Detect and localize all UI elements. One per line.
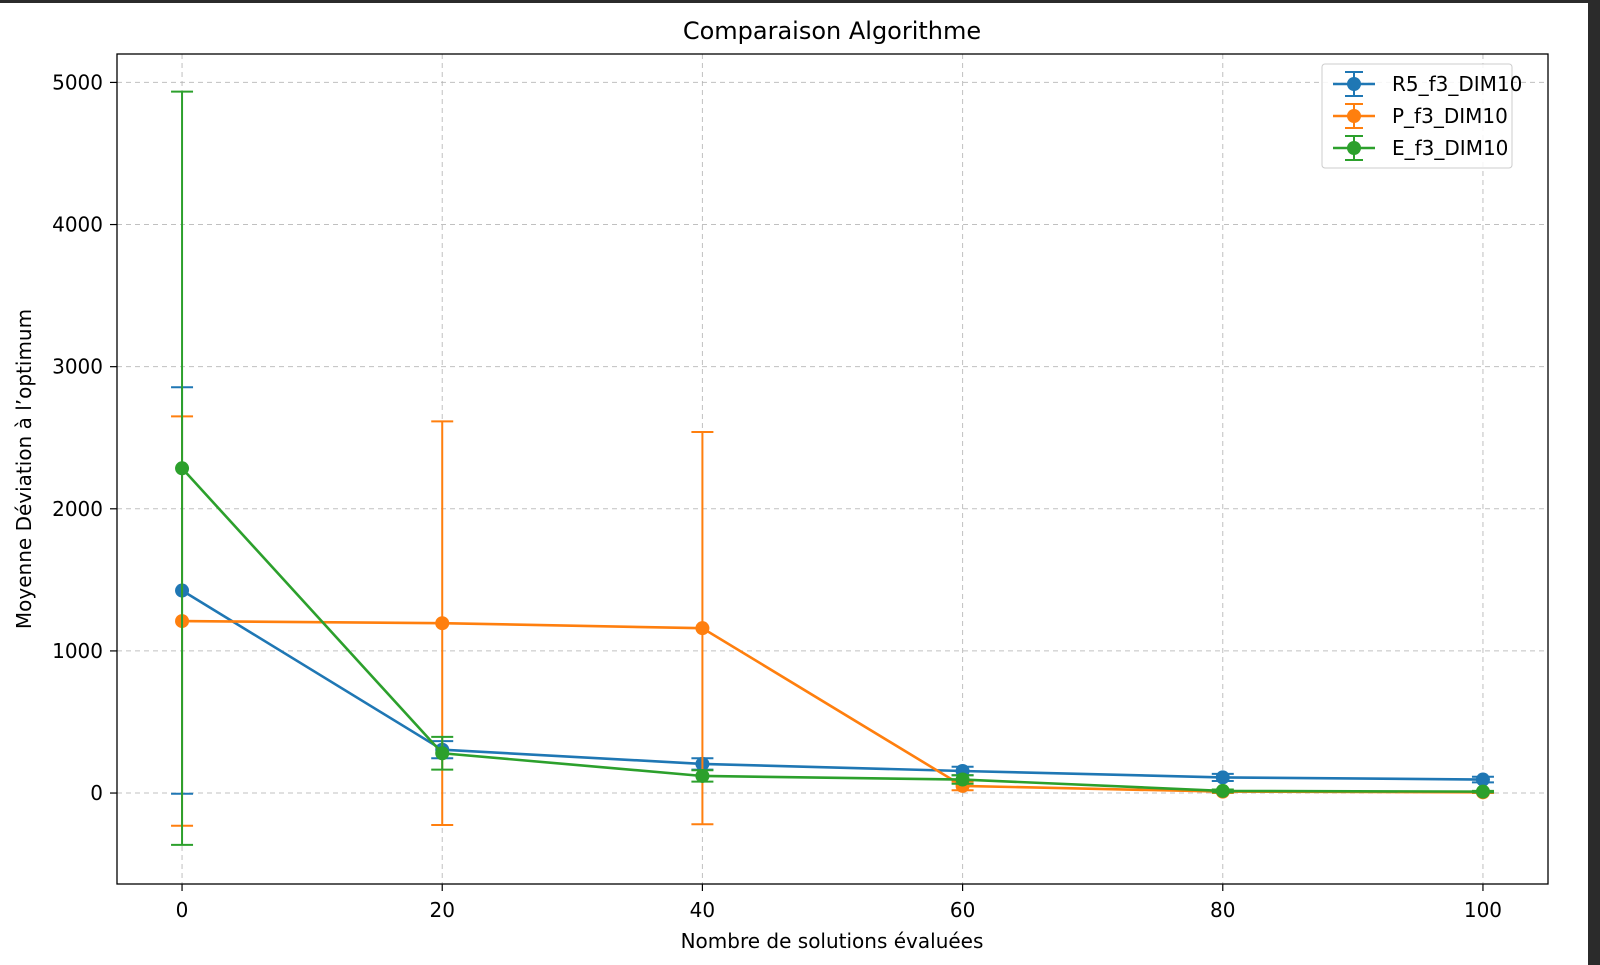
- legend-label: P_f3_DIM10: [1392, 104, 1508, 128]
- legend-marker: [1347, 109, 1361, 123]
- legend-item: E_f3_DIM10: [1333, 135, 1508, 161]
- y-tick-label: 0: [90, 781, 103, 805]
- plot-area: [117, 54, 1548, 884]
- data-point: [435, 616, 450, 631]
- legend-label: E_f3_DIM10: [1392, 136, 1508, 160]
- data-point: [435, 746, 450, 761]
- legend-item: P_f3_DIM10: [1333, 103, 1508, 129]
- y-tick-label: 4000: [52, 213, 103, 237]
- y-tick-label: 5000: [52, 70, 103, 94]
- data-point: [1475, 784, 1490, 799]
- legend-label: R5_f3_DIM10: [1392, 72, 1522, 96]
- legend-marker: [1347, 77, 1361, 91]
- data-point: [1215, 783, 1230, 798]
- legend-item: R5_f3_DIM10: [1333, 71, 1522, 97]
- series-E_f3_DIM10: [171, 90, 1494, 846]
- y-tick-label: 2000: [52, 497, 103, 521]
- data-point: [175, 461, 190, 476]
- data-point: [695, 621, 710, 636]
- chart-title: Comparaison Algorithme: [683, 17, 981, 45]
- y-tick-label: 1000: [52, 639, 103, 663]
- y-tick-label: 3000: [52, 355, 103, 379]
- data-point: [955, 772, 970, 787]
- data-series: [171, 90, 1494, 846]
- x-tick-label: 60: [950, 898, 975, 922]
- x-tick-label: 80: [1210, 898, 1235, 922]
- series-line: [181, 589, 1483, 781]
- x-tick-label: 40: [690, 898, 715, 922]
- legend-box: [1321, 63, 1513, 169]
- x-tick-label: 20: [430, 898, 455, 922]
- series-line: [181, 467, 1483, 793]
- x-tick-label: 100: [1464, 898, 1502, 922]
- data-point: [1475, 772, 1490, 787]
- legend-marker: [1347, 141, 1361, 155]
- data-point: [695, 768, 710, 783]
- y-axis-label: Moyenne Déviation à l’optimum: [12, 309, 36, 629]
- data-point: [1215, 770, 1230, 785]
- x-axis-label: Nombre de solutions évaluées: [681, 929, 984, 953]
- plot-frame: [116, 53, 1549, 885]
- x-tick-label: 0: [176, 898, 189, 922]
- legend: R5_f3_DIM10 P_f3_DIM10 E_f3_DIM10: [1321, 63, 1522, 169]
